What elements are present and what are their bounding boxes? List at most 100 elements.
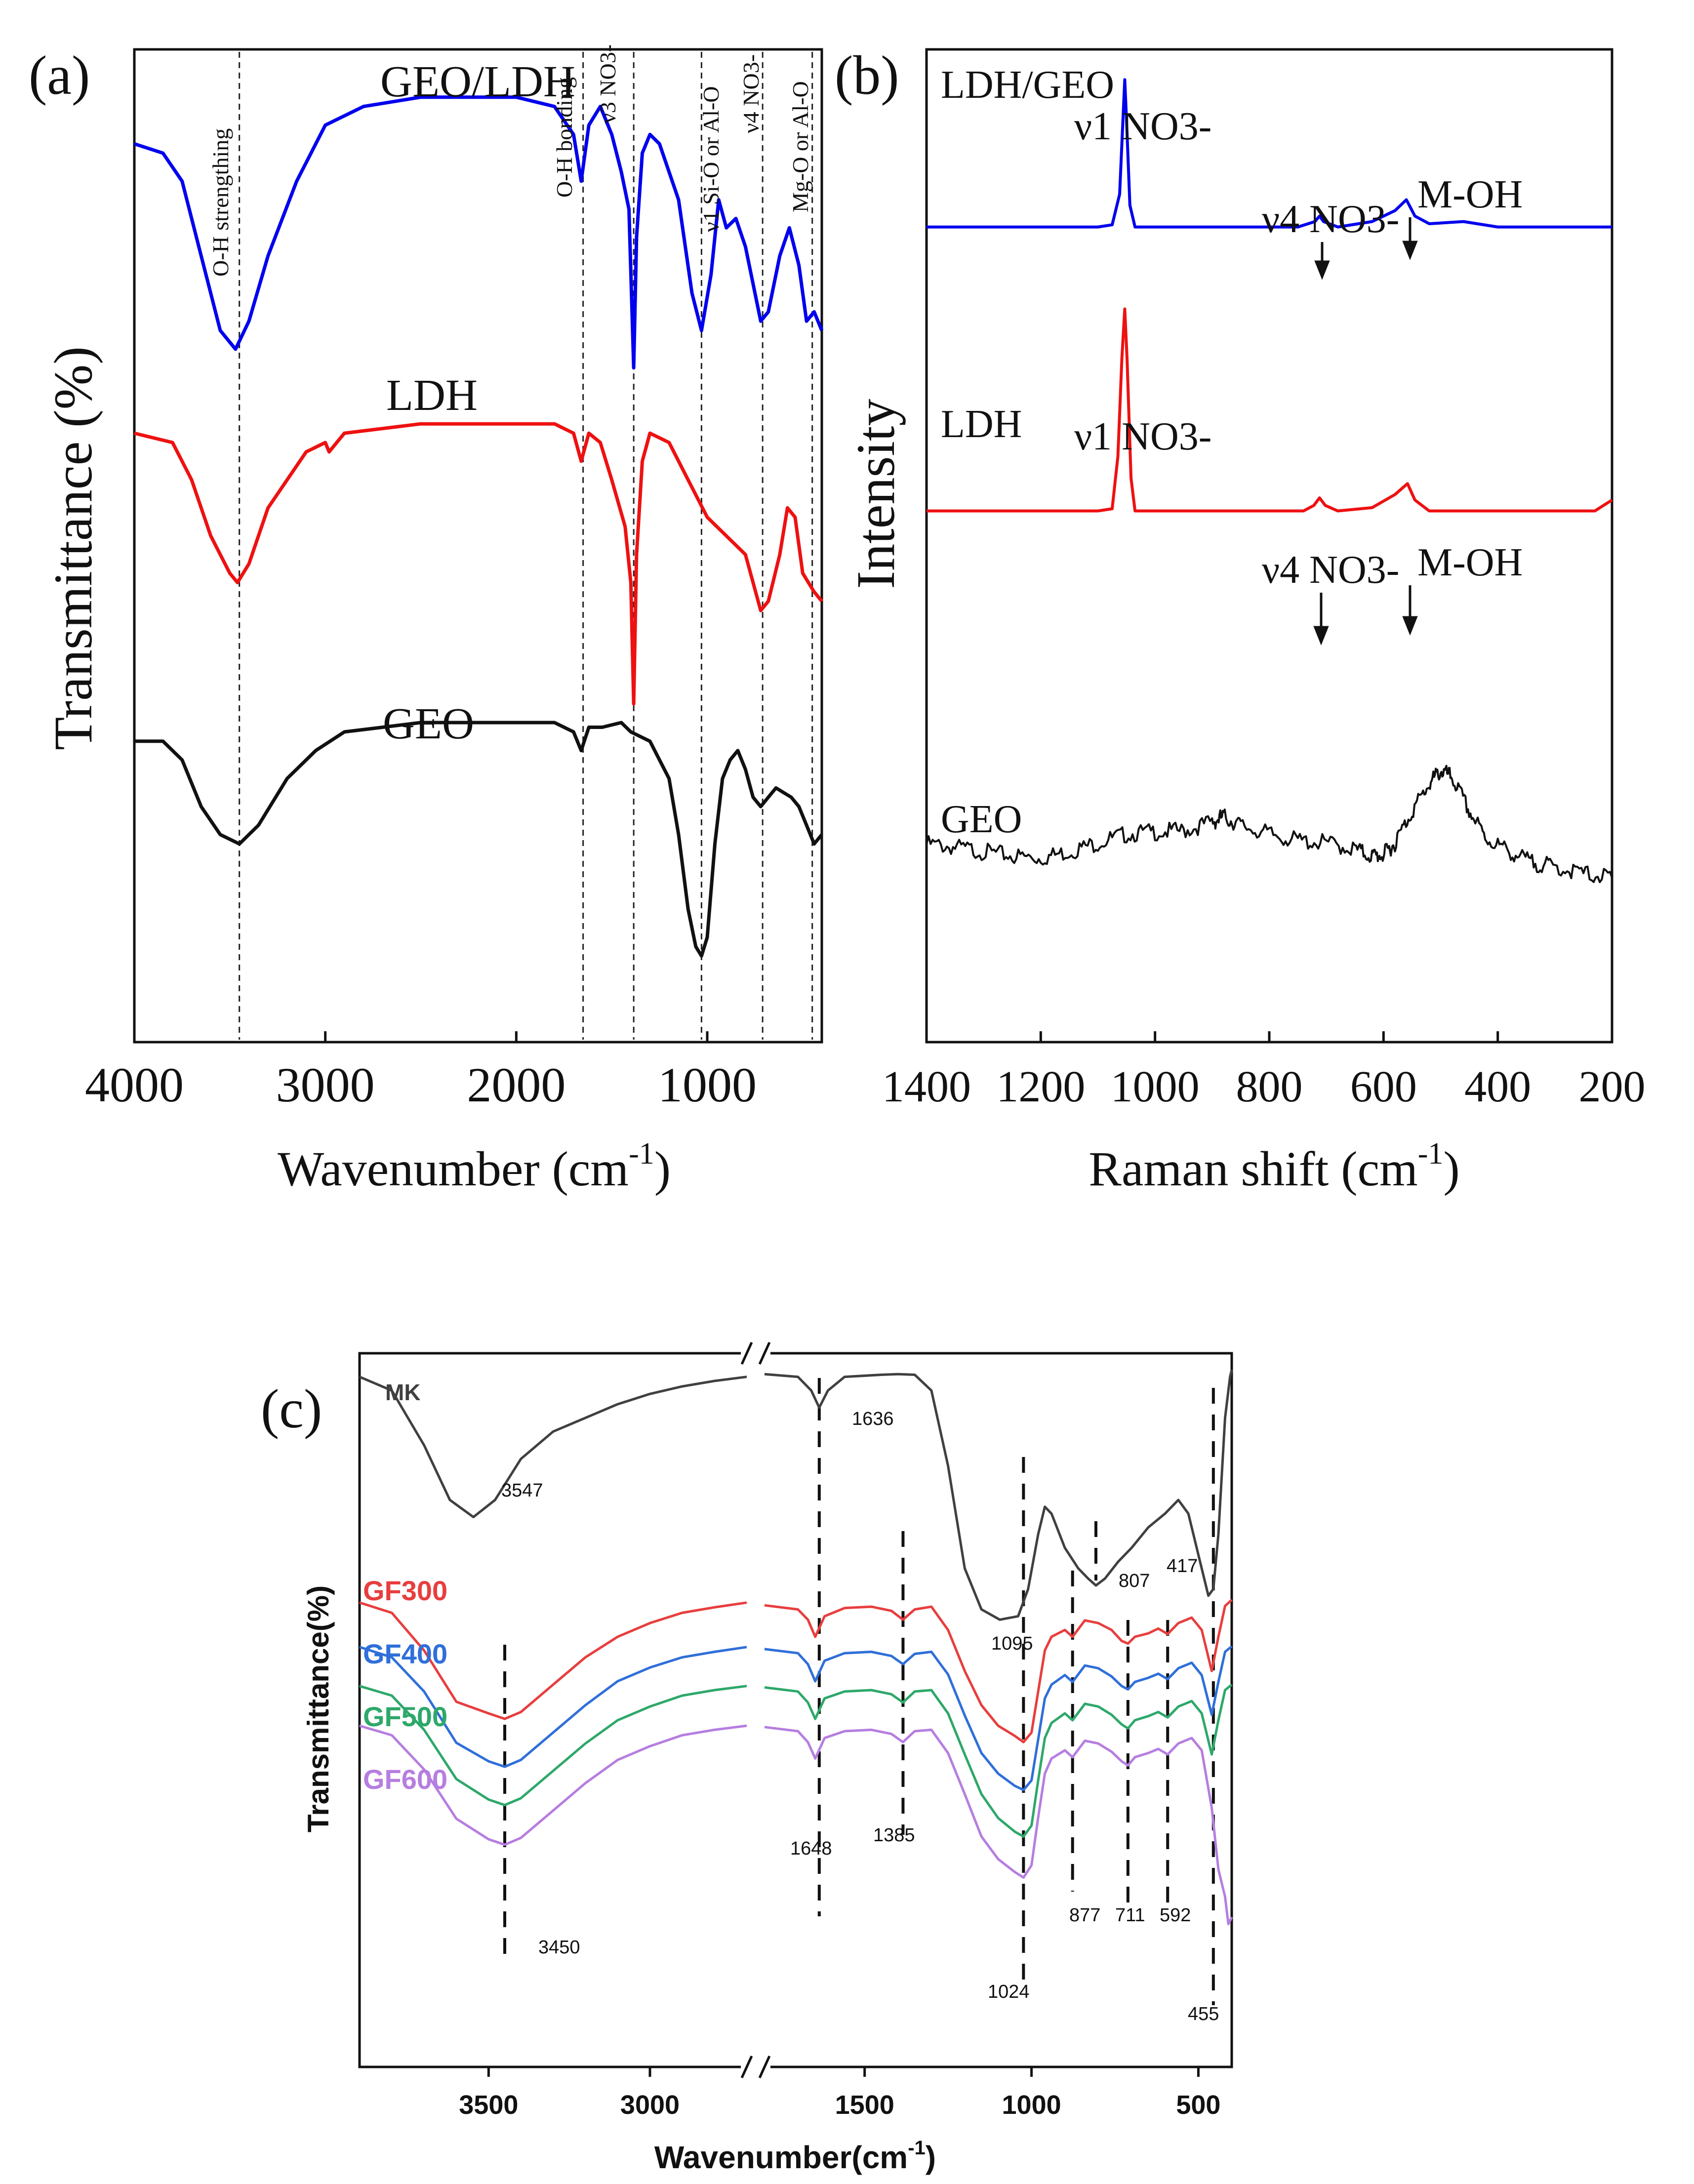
panel-a-frame: [133, 48, 823, 1044]
peak-label-1648: 1648: [790, 1838, 832, 1859]
panel-a-series-geo-ldh: [133, 95, 824, 370]
panel-b-tick-label-200: 200: [1579, 1062, 1646, 1111]
panel-b-tick-label-1400: 1400: [882, 1062, 971, 1111]
panel-b-series-group: [926, 78, 1613, 884]
panel-b-label: (b): [835, 45, 899, 106]
arrow-v4-mid-head: [1313, 626, 1329, 646]
panel-b-y-axis-label: Intensity: [846, 399, 906, 589]
panel-a: 4000 3000 2000 1000 (a) GEO/LDH LDH GEO O-H…: [29, 44, 824, 1196]
panel-c-break-bottom-mask: [741, 2057, 770, 2077]
panel-a-series-ldh: [134, 422, 823, 706]
panel-c: 3500 3000 1500 1000 500 (c) MK GF300 GF400 G…: [261, 1341, 1233, 2175]
panel-b-annotation-v1-mid: ν1 NO3-: [1074, 415, 1211, 458]
panel-a-x-axis-label-sup: -1: [629, 1137, 654, 1171]
panel-c-tick-label-3000: 3000: [620, 2090, 680, 2120]
peak-label-455: 455: [1188, 2004, 1219, 2024]
panel-c-series-label-gf600: GF600: [363, 1764, 447, 1795]
panel-a-label: (a): [29, 45, 90, 106]
panel-b-series-label-ldh: LDH: [941, 403, 1022, 446]
panel-a-tick-label-2000: 2000: [467, 1057, 565, 1112]
panel-c-series-label-gf400: GF400: [363, 1638, 447, 1669]
panel-b-annotation-v4-mid: ν4 NO3-: [1262, 548, 1399, 592]
peak-label-877: 877: [1069, 1905, 1100, 1926]
panel-b-series-ldh-geo: [927, 78, 1612, 229]
panel-a-tick-label-4000: 4000: [85, 1057, 184, 1112]
panel-b-series-label-ldh-geo: LDH/GEO: [941, 63, 1114, 107]
peak-label-1385: 1385: [873, 1825, 915, 1846]
panel-a-annotation-v4-no3: ν4 NO3-: [738, 54, 764, 133]
panel-b-annotation-v4-top: ν4 NO3-: [1262, 198, 1399, 241]
panel-a-annotation-oh-stretching: O-H strengthing: [208, 128, 233, 277]
panel-a-y-axis-label: Transmittance (%): [43, 346, 103, 750]
panel-b-annotation-v1-top: ν1 NO3-: [1074, 105, 1211, 148]
panel-a-annotation-v3-no3: ν3 NO3-: [595, 44, 620, 123]
panel-b-arrows: [1313, 217, 1418, 646]
panel-c-x-ticks: 3500 3000 1500 1000 500: [459, 2067, 1220, 2120]
panel-b-tick-label-1200: 1200: [996, 1062, 1085, 1111]
panel-b-annotation-moh-mid: M-OH: [1417, 541, 1523, 584]
panel-a-series-label-geo-ldh: GEO/LDH: [380, 57, 575, 106]
panel-c-break-marks: [740, 1341, 771, 2079]
panel-c-tick-label-3500: 3500: [459, 2090, 518, 2120]
panel-b-series-ldh: [927, 307, 1613, 513]
panel-c-series-gf600: [359, 1724, 1233, 1926]
panel-c-series-label-gf500: GF500: [363, 1701, 447, 1732]
panel-c-tick-label-1500: 1500: [835, 2090, 894, 2120]
panel-a-series-label-ldh: LDH: [386, 371, 478, 420]
peak-label-1636: 1636: [852, 1409, 894, 1429]
panel-c-series-gf400: [359, 1645, 1233, 1791]
panel-c-series-mk: [359, 1370, 1233, 1621]
peak-label-1095: 1095: [991, 1633, 1033, 1654]
peak-label-592: 592: [1160, 1905, 1191, 1926]
panel-b-x-axis-label-text: Raman shift (cm: [1089, 1141, 1418, 1196]
panel-a-x-axis-label-text: Wavenumber (cm: [278, 1141, 629, 1196]
panel-c-label: (c): [261, 1378, 322, 1440]
break-bottom-right: [758, 2055, 771, 2079]
panel-c-tick-label-1000: 1000: [1002, 2090, 1061, 2120]
panel-a-annotation-mgo-alo: Mg-O or Al-O: [788, 81, 813, 212]
panel-b: 1400 1200 1000 800 600 400 200 (b) LDH/GEO LDH…: [835, 45, 1646, 1196]
panel-b-x-ticks: 1400 1200 1000 800 600 400 200: [882, 1031, 1646, 1111]
panel-c-x-axis-label-text: Wavenumber(cm: [654, 2140, 908, 2175]
panel-c-series-group: [359, 1370, 1233, 1926]
panel-a-reference-lines: [239, 52, 813, 1040]
panel-c-peak-labels: 3547 1636 1095 807 417 3450 1648 1385 10…: [501, 1409, 1219, 2024]
panel-b-tick-label-600: 600: [1350, 1062, 1417, 1111]
panel-a-series-group: [133, 95, 824, 958]
panel-c-x-axis-label-end: ): [926, 2140, 936, 2175]
panel-c-reference-lines: [503, 1378, 1215, 2005]
panel-a-x-axis-label: Wavenumber (cm-1): [278, 1137, 671, 1196]
break-top-right: [758, 1341, 771, 1365]
panel-c-x-axis-label: Wavenumber(cm-1): [654, 2137, 936, 2175]
peak-label-1024: 1024: [988, 1982, 1030, 2002]
panel-c-x-axis-label-sup: -1: [908, 2137, 926, 2159]
peak-label-417: 417: [1167, 1556, 1198, 1577]
panel-a-x-ticks: 4000 3000 2000 1000: [85, 1031, 757, 1112]
panel-b-series-geo: [926, 765, 1613, 884]
panel-c-break-top-mask: [741, 1343, 770, 1363]
peak-label-3450: 3450: [538, 1937, 580, 1958]
panel-b-x-axis-label-sup: -1: [1418, 1137, 1444, 1171]
panel-c-series-gf500: [359, 1683, 1233, 1838]
break-top-left: [740, 1341, 753, 1365]
peak-label-807: 807: [1119, 1571, 1150, 1591]
panel-b-tick-label-1000: 1000: [1111, 1062, 1200, 1111]
panel-b-annotation-moh-top: M-OH: [1417, 173, 1523, 216]
arrow-v4-top-head: [1314, 260, 1330, 280]
panel-b-tick-label-800: 800: [1236, 1062, 1303, 1111]
panel-a-tick-label-3000: 3000: [276, 1057, 375, 1112]
panel-b-x-axis-label-end: ): [1443, 1141, 1459, 1196]
panel-c-series-label-mk: MK: [385, 1379, 421, 1405]
panel-b-x-axis-label: Raman shift (cm-1): [1089, 1137, 1459, 1196]
panel-c-y-axis-label: Transmittance(%): [302, 1585, 335, 1832]
panel-c-frame: [358, 1352, 1233, 2068]
panel-a-x-axis-label-end: ): [654, 1141, 671, 1196]
panel-c-series-label-gf300: GF300: [363, 1575, 447, 1606]
panel-c-series-gf300: [359, 1599, 1233, 1743]
panel-a-series-label-geo: GEO: [383, 699, 474, 748]
arrow-moh-mid-head: [1402, 616, 1418, 636]
panel-c-tick-label-500: 500: [1176, 2090, 1220, 2120]
panel-b-series-label-geo: GEO: [941, 798, 1022, 841]
peak-label-711: 711: [1115, 1905, 1145, 1926]
